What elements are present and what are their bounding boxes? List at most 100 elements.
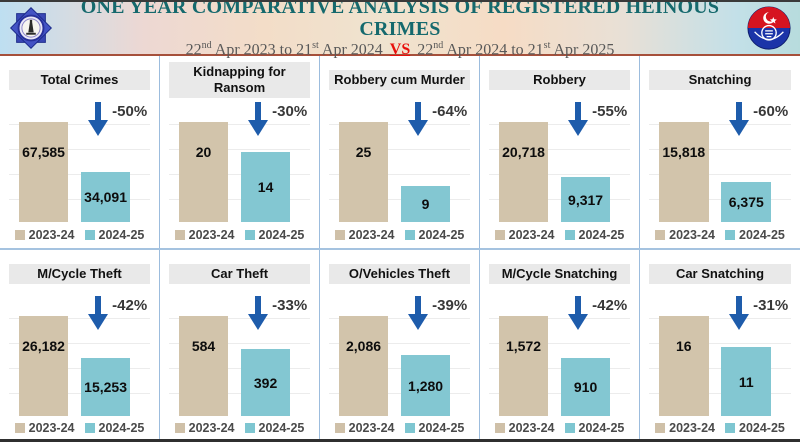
bar-2024-25: 910 xyxy=(560,358,611,416)
bar-2023-value: 25 xyxy=(355,144,372,160)
legend-item-2023: 2023-24 xyxy=(174,228,235,242)
bar-chart: 16 11 -31% xyxy=(649,294,791,416)
panel-title-slot: M/Cycle Snatching xyxy=(489,256,630,292)
change-percent: -42% xyxy=(112,297,148,314)
panel-title: Snatching xyxy=(649,70,791,90)
legend-2023-label: 2023-24 xyxy=(188,421,235,435)
bar-2023-value: 67,585 xyxy=(22,144,65,160)
crime-panel: Total Crimes 67,585 34,091 -50% 2023-24 xyxy=(0,56,160,248)
header-text-block: ONE YEAR COMPARATIVE ANALYSIS OF REGISTE… xyxy=(54,0,746,60)
legend-item-2023: 2023-24 xyxy=(655,421,715,435)
subtitle-segment: Apr 2023 to xyxy=(211,41,297,59)
police-star-badge-icon xyxy=(9,6,53,50)
vs-label: VS xyxy=(389,41,411,59)
legend-item-2023: 2023-24 xyxy=(494,421,555,435)
change-percent: -50% xyxy=(112,103,148,120)
down-arrow-icon xyxy=(408,296,429,330)
chart-legend: 2023-24 2024-25 xyxy=(489,222,630,248)
bar-2023-24: 26,182 xyxy=(18,316,69,416)
legend-2023-label: 2023-24 xyxy=(508,421,555,435)
crime-panel: M/Cycle Theft 26,182 15,253 -42% 2023-24 xyxy=(0,250,160,439)
decrease-annotation: -50% xyxy=(87,102,147,136)
bar-2024-25: 6,375 xyxy=(721,182,772,222)
down-arrow-icon xyxy=(248,296,269,330)
legend-item-2023: 2023-24 xyxy=(334,421,395,435)
legend-item-2023: 2023-24 xyxy=(174,421,235,435)
legend-item-2024: 2024-25 xyxy=(244,228,305,242)
legend-2024-label: 2024-25 xyxy=(98,421,145,435)
crime-panel: Car Theft 584 392 -33% 2023-24 xyxy=(160,250,320,439)
legend-item-2024: 2024-25 xyxy=(404,421,465,435)
panel-title-slot: Car Theft xyxy=(169,256,310,292)
panel-title: M/Cycle Theft xyxy=(9,264,150,284)
legend-swatch-2024-icon xyxy=(84,423,95,433)
chart-legend: 2023-24 2024-25 xyxy=(169,222,310,248)
chart-legend: 2023-24 2024-25 xyxy=(9,416,150,439)
legend-swatch-2023-icon xyxy=(174,423,185,433)
page-title: ONE YEAR COMPARATIVE ANALYSIS OF REGISTE… xyxy=(80,0,720,40)
legend-2024-label: 2024-25 xyxy=(578,421,625,435)
chart-legend: 2023-24 2024-25 xyxy=(329,416,470,439)
subtitle-superscript: st xyxy=(543,39,551,51)
bar-2024-value: 910 xyxy=(573,379,598,395)
bar-chart: 2,086 1,280 -39% xyxy=(329,294,470,416)
legend-swatch-2023-icon xyxy=(334,230,345,240)
decrease-annotation: -33% xyxy=(247,296,307,330)
bar-2024-25: 9,317 xyxy=(560,177,611,222)
bar-2023-24: 20 xyxy=(178,122,229,222)
legend-2024-label: 2024-25 xyxy=(418,421,465,435)
bar-2024-25: 14 xyxy=(240,152,291,222)
legend-swatch-2024-icon xyxy=(244,423,255,433)
bar-2024-value: 1,280 xyxy=(408,377,444,394)
legend-item-2024: 2024-25 xyxy=(84,228,144,242)
crime-panel: Robbery cum Murder 25 9 -64% 2023-24 xyxy=(320,56,480,248)
legend-item-2023: 2023-24 xyxy=(334,228,395,242)
legend-2023-label: 2023-24 xyxy=(669,228,715,242)
report-header: ONE YEAR COMPARATIVE ANALYSIS OF REGISTE… xyxy=(0,2,800,58)
chart-legend: 2023-24 2024-25 xyxy=(489,416,630,439)
legend-2023-label: 2023-24 xyxy=(348,421,395,435)
punjab-police-badge-icon xyxy=(747,6,791,50)
bar-2023-24: 67,585 xyxy=(18,122,69,222)
legend-swatch-2023-icon xyxy=(14,423,25,433)
down-arrow-icon xyxy=(88,296,109,330)
bar-2024-value: 9,317 xyxy=(568,191,604,208)
decrease-annotation: -60% xyxy=(728,102,788,136)
subtitle-segment: Apr 2024 xyxy=(318,41,383,59)
decrease-annotation: -31% xyxy=(728,296,788,330)
crime-panel: Car Snatching 16 11 -31% 2023-24 xyxy=(640,250,800,439)
bar-2024-25: 11 xyxy=(721,347,772,416)
bar-chart: 67,585 34,091 -50% xyxy=(9,100,150,222)
bar-chart: 1,572 910 -42% xyxy=(489,294,630,416)
bar-2024-25: 34,091 xyxy=(80,172,131,222)
decrease-annotation: -55% xyxy=(567,102,627,136)
down-arrow-icon xyxy=(408,102,429,136)
crime-panel: Snatching 15,818 6,375 -60% 2023-24 xyxy=(640,56,800,248)
legend-item-2023: 2023-24 xyxy=(14,421,75,435)
bar-2023-value: 15,818 xyxy=(662,144,706,160)
change-percent: -30% xyxy=(272,103,308,120)
panel-title: Robbery cum Murder xyxy=(329,70,470,90)
bar-2023-value: 16 xyxy=(675,338,692,354)
legend-2024-label: 2024-25 xyxy=(739,421,785,435)
crime-panel: O/Vehicles Theft 2,086 1,280 -39% 2023-2… xyxy=(320,250,480,439)
legend-swatch-2023-icon xyxy=(334,423,345,433)
bar-2024-value: 392 xyxy=(253,374,278,391)
bar-2023-value: 20,718 xyxy=(502,144,545,160)
bar-2024-value: 14 xyxy=(257,179,274,195)
subtitle-superscript: nd xyxy=(433,39,444,51)
panel-title-slot: Total Crimes xyxy=(9,62,150,98)
bar-2024-value: 9 xyxy=(421,196,430,212)
bar-2023-24: 1,572 xyxy=(498,316,549,416)
change-percent: -42% xyxy=(592,297,628,314)
legend-swatch-2024-icon xyxy=(725,423,735,433)
legend-swatch-2024-icon xyxy=(725,230,735,240)
panel-title: Car Snatching xyxy=(649,264,791,284)
panel-title: M/Cycle Snatching xyxy=(489,264,630,284)
legend-item-2024: 2024-25 xyxy=(244,421,304,435)
subtitle-segment: 22 xyxy=(417,41,434,59)
decrease-annotation: -42% xyxy=(567,296,627,330)
legend-2024-label: 2024-25 xyxy=(258,228,305,242)
legend-item-2023: 2023-24 xyxy=(14,228,75,242)
legend-2023-label: 2023-24 xyxy=(188,228,235,242)
